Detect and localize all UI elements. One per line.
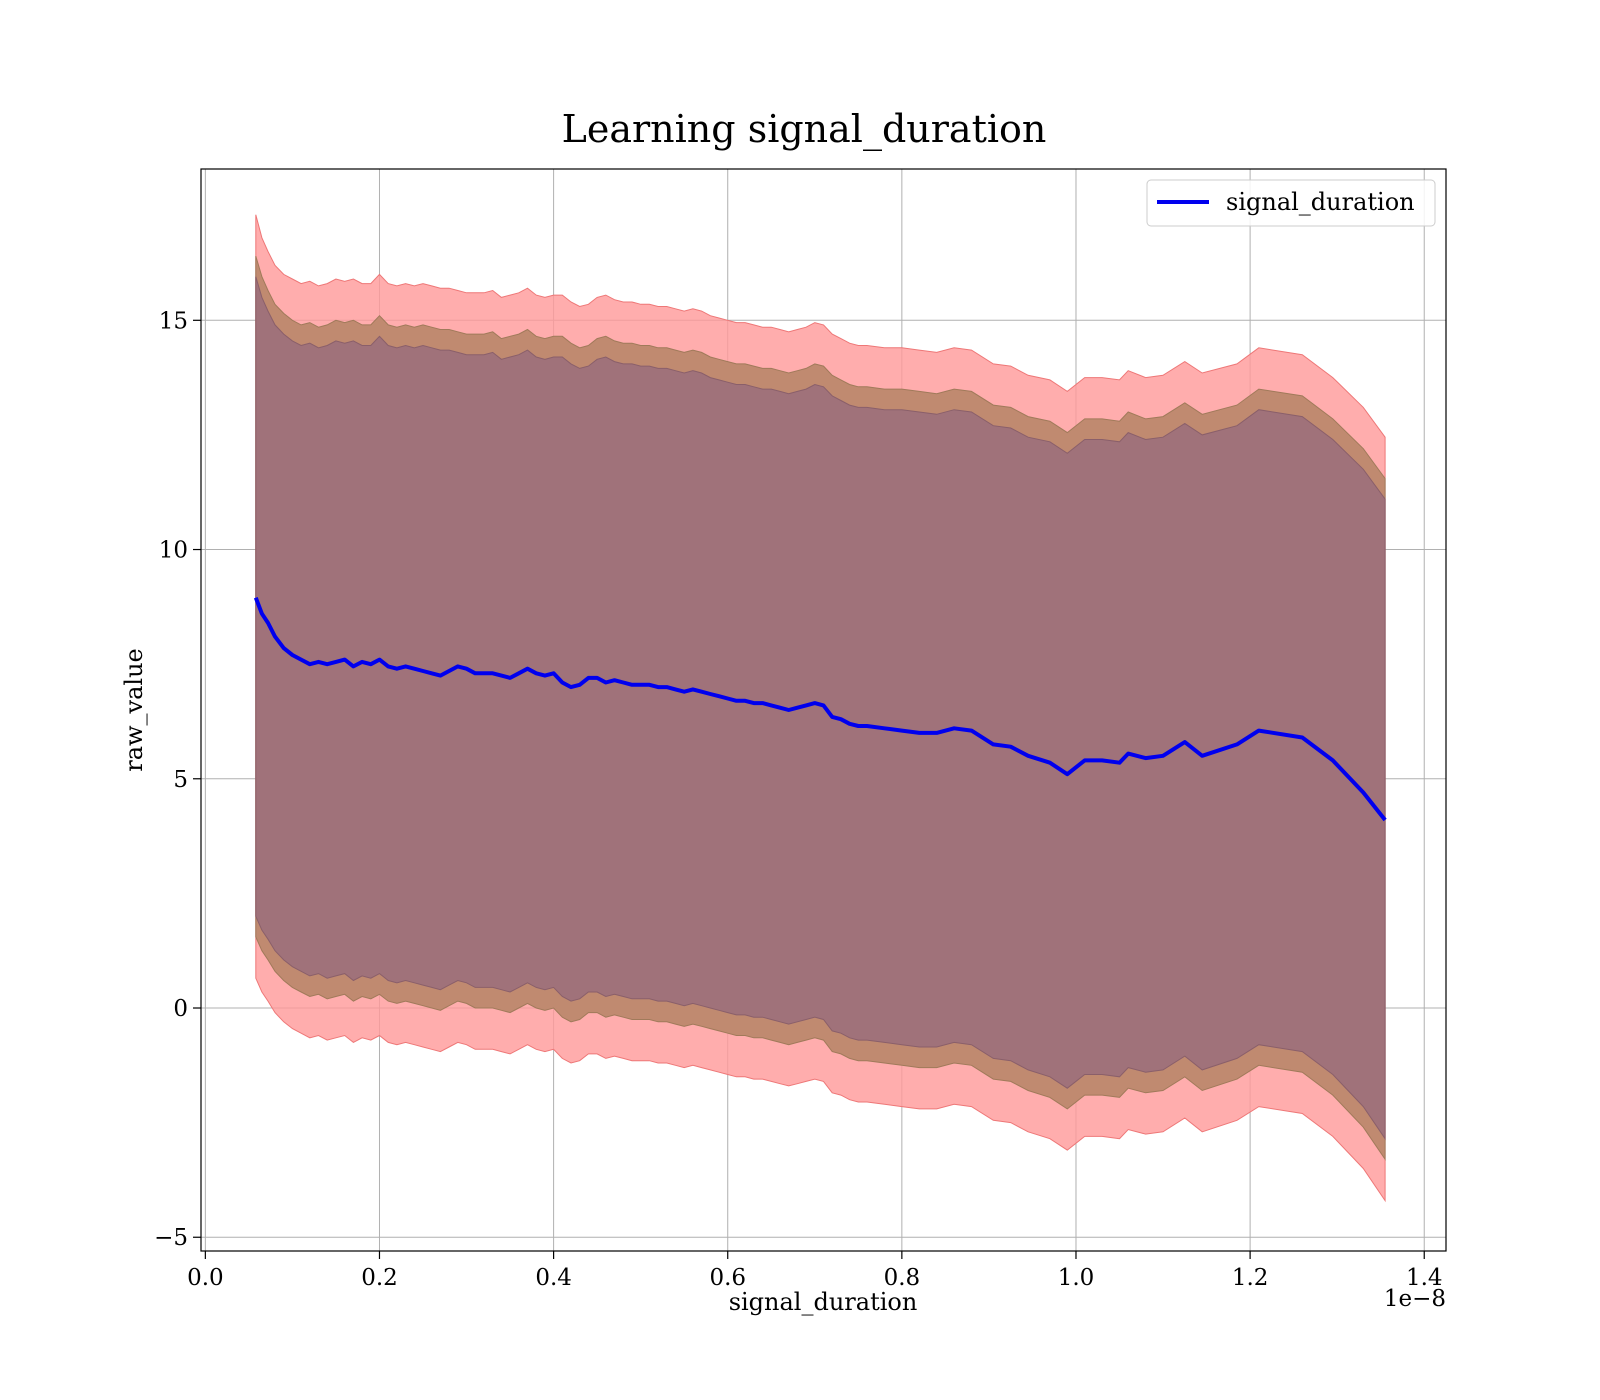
confidence-bands <box>255 214 1386 1203</box>
x-tick-label: 1.2 <box>1232 1265 1269 1291</box>
y-axis-label: raw_value <box>120 648 148 772</box>
x-tick-label: 1.4 <box>1406 1265 1443 1291</box>
legend: signal_duration <box>1146 179 1436 227</box>
y-tick-label: 5 <box>173 767 188 793</box>
plot-frame <box>200 168 1447 1252</box>
series-line-signal-duration <box>253 596 1387 822</box>
y-axis: −5 0 5 10 15 <box>154 308 201 1251</box>
x-tick-label: 1.0 <box>1058 1265 1095 1291</box>
x-tick-label: 0.8 <box>884 1265 921 1291</box>
y-tick-label: 10 <box>159 538 188 564</box>
legend-box <box>1146 179 1436 227</box>
y-tick-label: 15 <box>159 308 188 334</box>
x-axis-offset-label: 1e−8 <box>1384 1286 1446 1312</box>
chart-title: Learning signal_duration <box>562 107 1047 152</box>
series-lines <box>253 596 1387 822</box>
x-axis-label: signal_duration <box>729 1288 918 1316</box>
x-tick-label: 0.4 <box>535 1265 572 1291</box>
legend-label-signal-duration: signal_duration <box>1226 188 1415 216</box>
x-axis: 0.0 0.2 0.4 0.6 0.8 1.0 1.2 1.4 <box>187 1251 1443 1291</box>
x-tick-label: 0.2 <box>361 1265 398 1291</box>
y-tick-label: 0 <box>173 996 188 1022</box>
x-tick-label: 0.0 <box>187 1265 224 1291</box>
y-tick-label: −5 <box>154 1225 188 1251</box>
band-inner <box>255 276 1386 1141</box>
x-tick-label: 0.6 <box>709 1265 746 1291</box>
